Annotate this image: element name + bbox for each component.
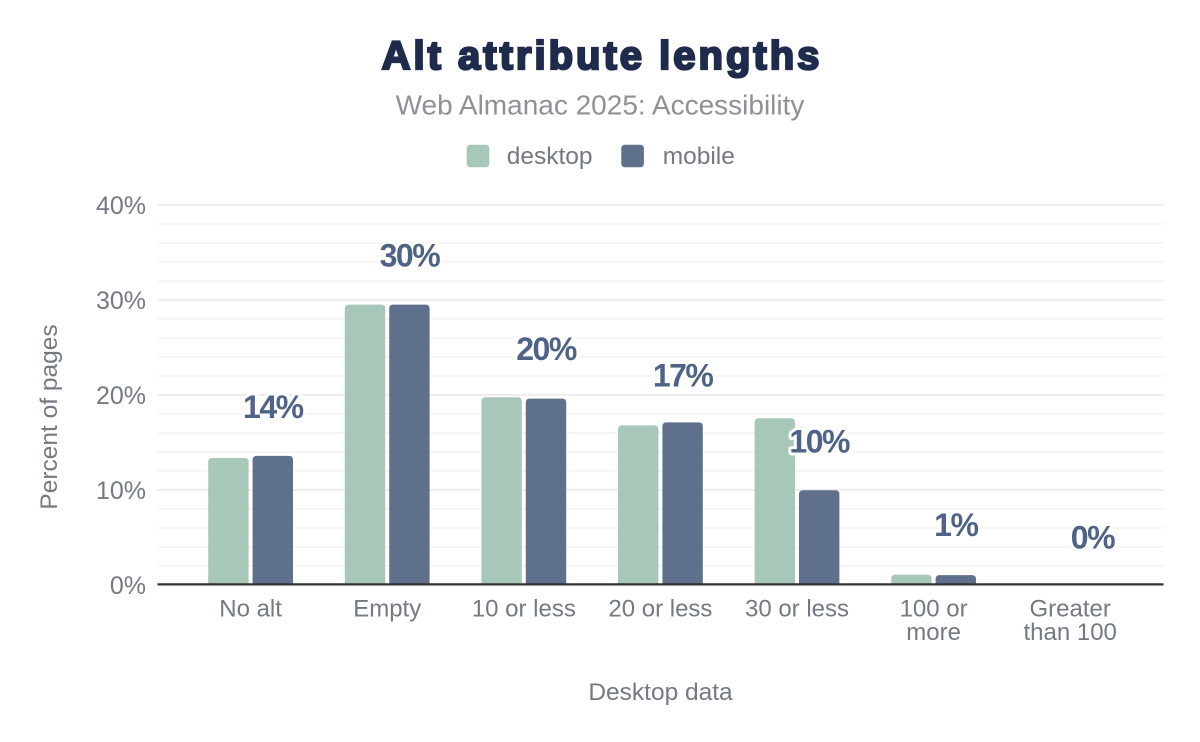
svg-text:20%: 20% [96,382,146,410]
svg-text:No alt: No alt [219,596,282,623]
svg-text:17%: 17% [653,358,714,394]
svg-text:20%: 20% [516,331,577,367]
svg-text:30%: 30% [96,287,146,315]
svg-text:10%: 10% [96,477,146,505]
svg-text:desktop: desktop [507,143,593,170]
svg-text:than 100: than 100 [1023,619,1116,646]
svg-text:Alt attribute lengths: Alt attribute lengths [382,34,823,78]
svg-text:Greater: Greater [1030,596,1111,623]
svg-text:14%: 14% [243,389,304,425]
svg-text:100 or: 100 or [900,596,968,623]
svg-text:Empty: Empty [353,596,421,623]
svg-text:1%: 1% [934,507,978,543]
svg-text:20 or less: 20 or less [608,596,712,623]
svg-text:mobile: mobile [663,143,735,170]
svg-text:30 or less: 30 or less [745,596,849,623]
svg-text:0%: 0% [110,572,146,600]
svg-text:40%: 40% [96,192,146,220]
svg-text:Desktop data: Desktop data [588,679,733,706]
svg-text:10%: 10% [789,424,850,460]
svg-text:10 or less: 10 or less [472,596,576,623]
svg-text:Web Almanac 2025: Accessibilit: Web Almanac 2025: Accessibility [396,90,805,121]
svg-text:30%: 30% [380,238,441,274]
svg-text:0%: 0% [1071,519,1115,555]
svg-text:Percent of pages: Percent of pages [36,324,63,509]
svg-text:more: more [906,619,961,646]
